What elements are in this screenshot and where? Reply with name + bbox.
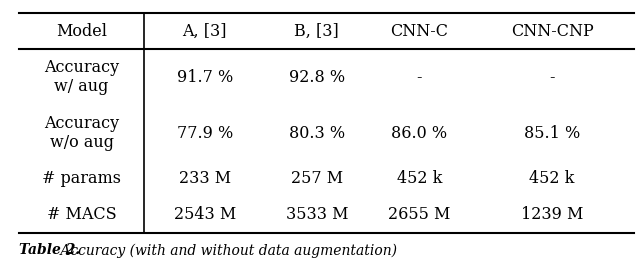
Text: 452 k: 452 k	[397, 171, 442, 187]
Text: Accuracy
w/ aug: Accuracy w/ aug	[44, 59, 119, 95]
Text: 452 k: 452 k	[529, 171, 575, 187]
Text: CNN-CNP: CNN-CNP	[511, 23, 593, 40]
Text: Accuracy (with and without data augmentation): Accuracy (with and without data augmenta…	[56, 243, 397, 258]
Text: 3533 M: 3533 M	[285, 206, 348, 223]
Text: 85.1 %: 85.1 %	[524, 124, 580, 142]
Text: Model: Model	[56, 23, 107, 40]
Text: -: -	[549, 69, 555, 86]
Text: 92.8 %: 92.8 %	[289, 69, 345, 86]
Text: 1239 M: 1239 M	[521, 206, 583, 223]
Text: -: -	[417, 69, 422, 86]
Text: # params: # params	[42, 171, 121, 187]
Text: # MACS: # MACS	[47, 206, 116, 223]
Text: 2543 M: 2543 M	[173, 206, 236, 223]
Text: 80.3 %: 80.3 %	[289, 124, 345, 142]
Text: 91.7 %: 91.7 %	[177, 69, 233, 86]
Text: Accuracy
w/o aug: Accuracy w/o aug	[44, 115, 119, 151]
Text: 257 M: 257 M	[291, 171, 343, 187]
Text: A, [3]: A, [3]	[182, 23, 227, 40]
Text: 86.0 %: 86.0 %	[391, 124, 447, 142]
Text: 233 M: 233 M	[179, 171, 231, 187]
Text: B, [3]: B, [3]	[294, 23, 339, 40]
Text: Table 2.: Table 2.	[19, 243, 81, 257]
Text: 77.9 %: 77.9 %	[177, 124, 233, 142]
Text: CNN-C: CNN-C	[390, 23, 448, 40]
Text: 2655 M: 2655 M	[388, 206, 451, 223]
